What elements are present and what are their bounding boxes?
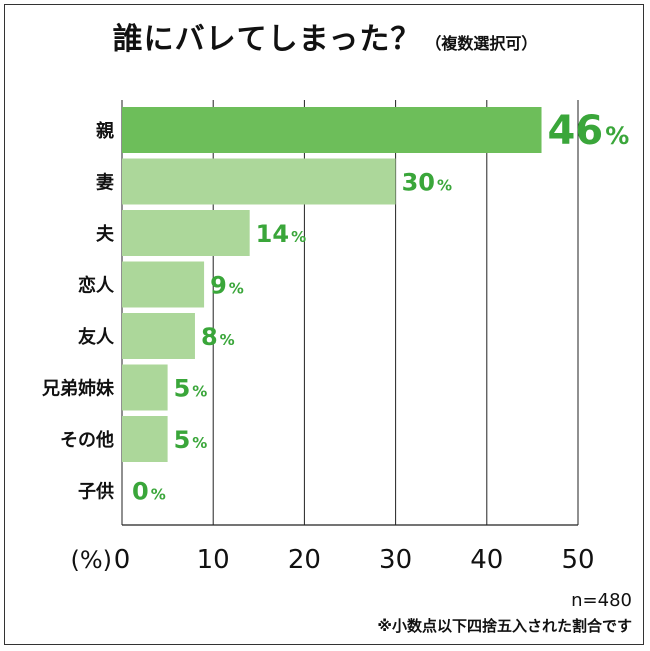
- x-tick-label-20: 20: [288, 545, 321, 575]
- value-label-6: 5%: [174, 375, 208, 403]
- category-label-4: 恋人: [78, 275, 115, 297]
- chart-title: 誰にバレてしまった？: [112, 22, 422, 57]
- x-tick-label-10: 10: [197, 545, 230, 575]
- category-label-7: その他: [60, 429, 114, 451]
- bar-4: [122, 261, 205, 308]
- category-label-6: 兄弟姉妹: [41, 378, 115, 400]
- category-label-2: 妻: [96, 173, 114, 194]
- value-label-8: 0%: [132, 478, 166, 506]
- x-tick-label-40: 40: [470, 545, 503, 575]
- sample-size-note: n=480: [571, 590, 632, 611]
- x-tick-label-30: 30: [379, 545, 412, 575]
- value-label-2: 30%: [402, 169, 452, 197]
- rounding-footnote: ※小数点以下四捨五入された割合です: [377, 617, 632, 635]
- x-axis-label: (%): [70, 546, 112, 574]
- value-label-5: 8%: [201, 323, 235, 351]
- x-tick-label-0: 0: [114, 545, 131, 575]
- bar-6: [122, 364, 168, 411]
- value-label-4: 9%: [210, 272, 244, 300]
- chart-title-block: 誰にバレてしまった？ （複数選択可）: [0, 14, 650, 58]
- chart-subtitle: （複数選択可）: [425, 34, 538, 53]
- category-label-5: 友人: [78, 326, 115, 348]
- category-label-1: 親: [96, 120, 114, 142]
- value-label-1: 46%: [548, 108, 630, 154]
- value-label-7: 5%: [174, 426, 208, 454]
- bar-5: [122, 313, 195, 359]
- bar-7: [122, 416, 168, 462]
- category-label-8: 子供: [78, 481, 114, 503]
- bar-2: [122, 158, 396, 205]
- bar-1: [122, 107, 542, 153]
- x-tick-label-50: 50: [561, 545, 594, 575]
- category-label-3: 夫: [96, 223, 115, 245]
- bar-3: [122, 210, 250, 256]
- value-label-3: 14%: [256, 220, 306, 248]
